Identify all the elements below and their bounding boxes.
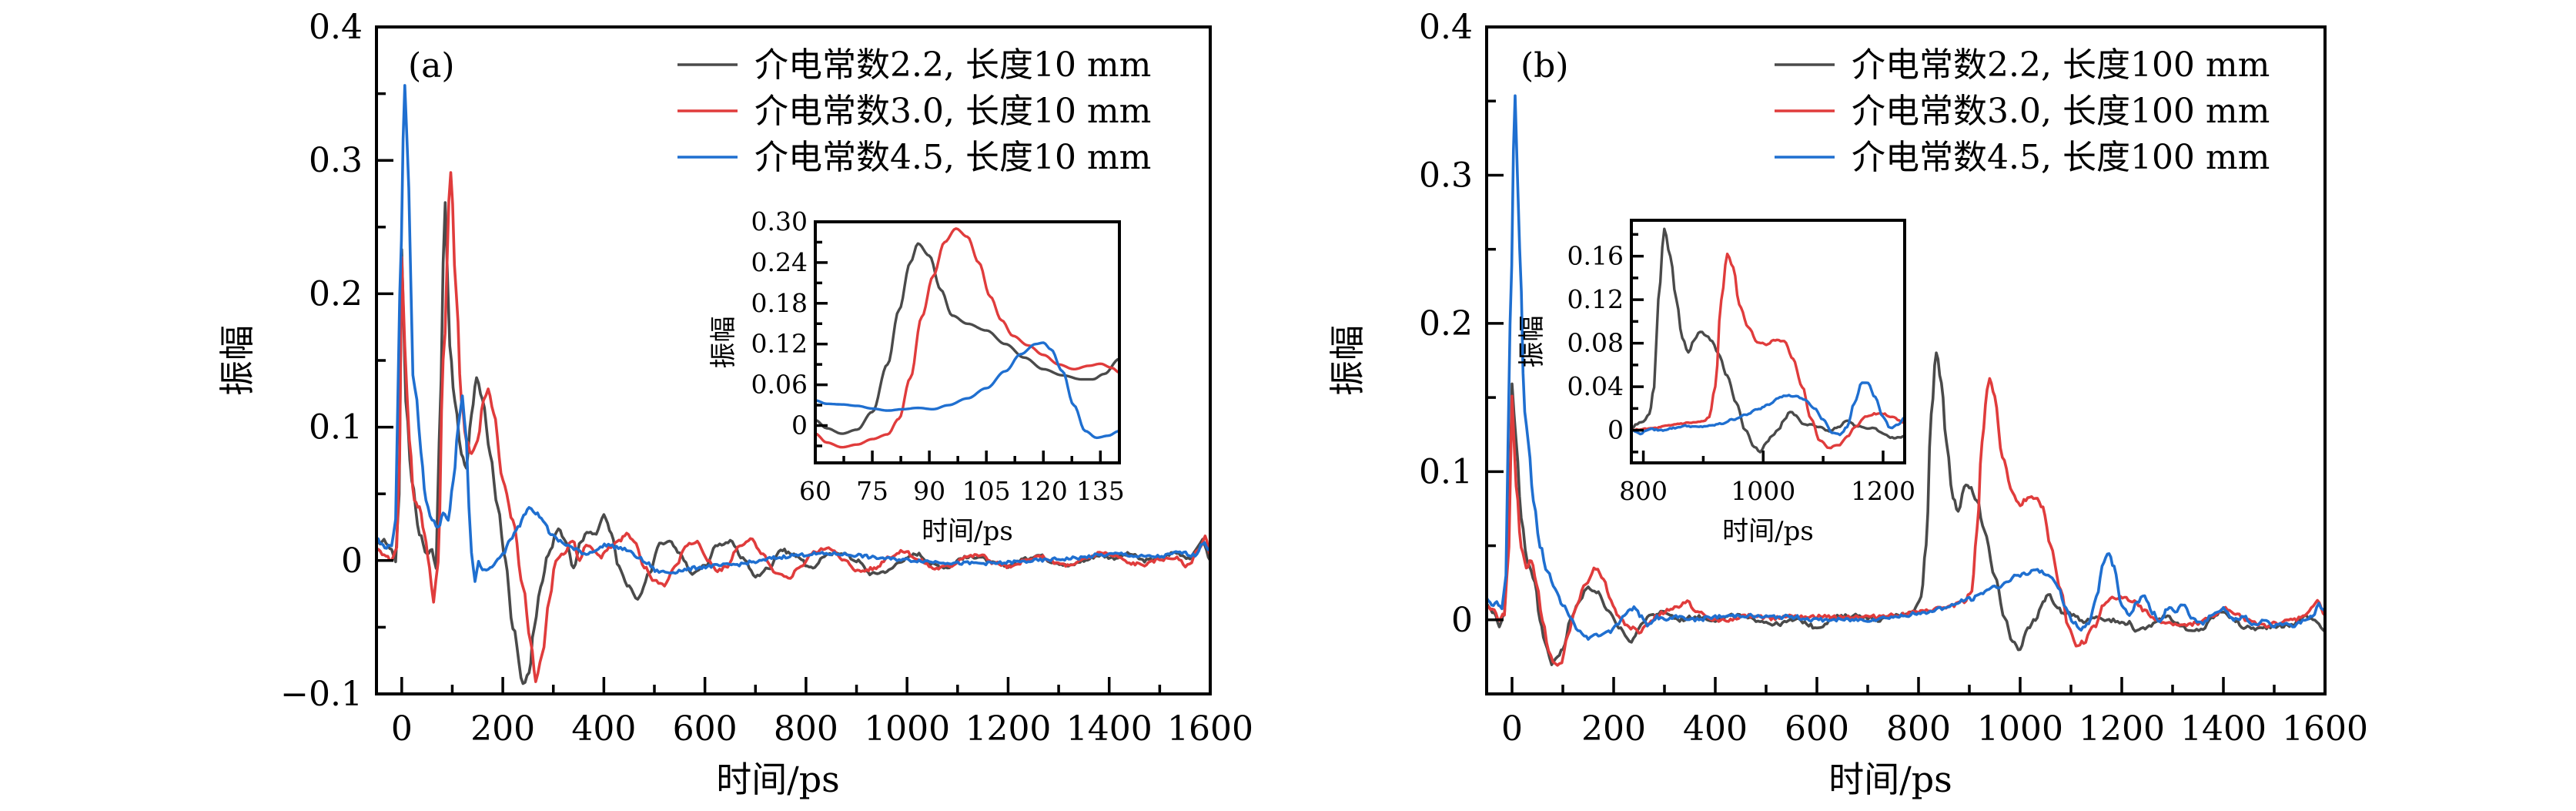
inset-x-tick-label: 135	[1076, 476, 1125, 506]
y-tick-label: −0.1	[280, 675, 363, 714]
inset-y-tick-label: 0.08	[1567, 328, 1624, 358]
panel-b-series-layer	[1485, 94, 2327, 667]
panel-a-inset-y-axis-title: 振幅	[708, 317, 739, 369]
x-tick-label: 1200	[2079, 709, 2165, 749]
x-tick-label: 200	[1581, 709, 1646, 749]
y-tick-label: 0.3	[1419, 156, 1473, 195]
inset-x-tick-label: 105	[962, 476, 1011, 506]
panel-a-series-layer	[375, 84, 1212, 685]
y-tick-label: 0.4	[1419, 8, 1473, 47]
x-tick-label: 1200	[965, 709, 1051, 749]
panel-a: 0 200 400 600 800 1000 1200 1400 1600−0.100.10.2…	[216, 8, 1253, 800]
panel-a-y-axis-title: 振幅	[216, 325, 258, 396]
legend-label: 介电常数3.0, 长度10 mm	[754, 92, 1151, 131]
x-tick-label: 0	[391, 709, 413, 749]
series-line-blue	[1485, 94, 2327, 641]
y-tick-label: 0.2	[309, 274, 363, 313]
y-tick-label: 0.2	[1419, 304, 1473, 344]
inset-x-tick-label: 75	[856, 476, 888, 506]
panel-a-inset-tick-labels: 60 75 90 105 120 135 0 0.06 0.12 0.18 0.24 0.30	[751, 206, 1125, 506]
legend-label: 介电常数2.2, 长度10 mm	[754, 45, 1151, 85]
inset-series-line-gray	[815, 242, 1119, 435]
y-tick-label: 0	[1451, 601, 1473, 640]
series-line-red	[375, 171, 1212, 683]
inset-y-tick-label: 0.12	[751, 329, 808, 359]
panel-b-inset: 800 1000 1200 0 0.04 0.08 0.12 0.16 时间/ps 振幅	[1517, 219, 1915, 547]
panel-b-inset-series-layer	[1631, 227, 1905, 454]
panel-a-legend: 介电常数2.2, 长度10 mm 介电常数3.0, 长度10 mm 介电常数4.…	[677, 45, 1151, 177]
inset-y-tick-label: 0	[791, 411, 808, 441]
legend-label: 介电常数2.2, 长度100 mm	[1852, 45, 2270, 85]
inset-x-tick-label: 800	[1619, 476, 1668, 506]
panel-b-x-axis-title: 时间/ps	[1828, 759, 1952, 800]
x-tick-label: 1000	[864, 709, 950, 749]
legend-label: 介电常数4.5, 长度10 mm	[754, 138, 1151, 177]
panel-b-inset-x-axis-title: 时间/ps	[1722, 516, 1814, 547]
inset-y-tick-label: 0.04	[1567, 371, 1624, 401]
x-tick-label: 1000	[1977, 709, 2063, 749]
x-tick-label: 400	[1683, 709, 1748, 749]
x-tick-label: 1600	[2282, 709, 2368, 749]
x-tick-label: 1400	[1066, 709, 1153, 749]
inset-y-tick-label: 0.30	[751, 206, 808, 236]
x-tick-label: 800	[774, 709, 838, 749]
x-tick-label: 1600	[1167, 709, 1253, 749]
x-tick-label: 0	[1501, 709, 1523, 749]
inset-series-line-red	[815, 227, 1119, 449]
x-tick-label: 1400	[2180, 709, 2267, 749]
legend-label: 介电常数3.0, 长度100 mm	[1852, 92, 2270, 131]
panel-a-inset: 60 75 90 105 120 135 0 0.06 0.12 0.18 0.24 0.30 时间/…	[708, 206, 1125, 547]
inset-y-tick-label: 0.06	[751, 370, 808, 400]
inset-y-tick-label: 0.12	[1567, 284, 1624, 314]
panel-b-legend: 介电常数2.2, 长度100 mm 介电常数3.0, 长度100 mm 介电常数…	[1775, 45, 2270, 177]
inset-y-tick-label: 0.18	[751, 288, 808, 318]
inset-x-tick-label: 120	[1019, 476, 1068, 506]
panel-b-tick-labels: 0 200 400 600 800 1000 1200 1400 1600 0 0.1 0.2 0.3 0…	[1419, 8, 2368, 749]
panel-a-ticks	[375, 25, 1212, 695]
panel-b: 0 200 400 600 800 1000 1200 1400 1600 0 0.1 0.2 0.3 0…	[1326, 8, 2368, 800]
inset-series-line-gray	[1631, 227, 1905, 454]
x-tick-label: 600	[1785, 709, 1849, 749]
x-tick-label: 400	[571, 709, 636, 749]
y-tick-label: 0.3	[309, 141, 363, 180]
series-line-blue	[375, 84, 1212, 583]
panel-b-frame	[1485, 25, 2327, 695]
panel-a-label: (a)	[408, 46, 455, 85]
panel-a-inset-background	[814, 220, 1121, 464]
inset-x-tick-label: 60	[799, 476, 831, 506]
panel-b-inset-tick-labels: 800 1000 1200 0 0.04 0.08 0.12 0.16	[1567, 241, 1915, 506]
y-tick-label: 0.4	[309, 8, 363, 47]
inset-y-tick-label: 0.24	[751, 247, 808, 277]
panel-a-tick-labels: 0 200 400 600 800 1000 1200 1400 1600−0.100.10.2…	[280, 8, 1253, 749]
panel-b-y-axis-title: 振幅	[1326, 325, 1368, 396]
x-tick-label: 200	[470, 709, 535, 749]
x-tick-label: 800	[1886, 709, 1951, 749]
panel-b-inset-y-axis-title: 振幅	[1517, 316, 1547, 368]
inset-x-tick-label: 1000	[1731, 476, 1795, 506]
inset-y-tick-label: 0	[1607, 415, 1624, 445]
inset-x-tick-label: 90	[913, 476, 945, 506]
y-tick-label: 0.1	[1419, 452, 1473, 491]
panel-a-inset-x-axis-title: 时间/ps	[922, 516, 1013, 547]
inset-x-tick-label: 1200	[1851, 476, 1915, 506]
inset-series-line-blue	[1631, 381, 1905, 437]
panel-b-label: (b)	[1521, 46, 1569, 85]
panel-b-inset-ticks	[1631, 233, 1885, 463]
inset-series-line-red	[1631, 253, 1905, 450]
inset-series-line-blue	[815, 341, 1119, 440]
panel-b-inset-frame	[1630, 219, 1906, 464]
panel-a-x-axis-title: 时间/ps	[716, 759, 840, 800]
panel-a-inset-ticks	[814, 220, 1102, 463]
panel-a-inset-frame	[814, 220, 1121, 464]
x-tick-label: 600	[673, 709, 738, 749]
panel-b-ticks	[1485, 25, 2327, 695]
y-tick-label: 0.1	[309, 408, 363, 447]
y-tick-label: 0	[341, 541, 363, 581]
inset-y-tick-label: 0.16	[1567, 241, 1624, 271]
panel-a-inset-series-layer	[815, 227, 1119, 449]
legend-label: 介电常数4.5, 长度100 mm	[1852, 138, 2270, 177]
